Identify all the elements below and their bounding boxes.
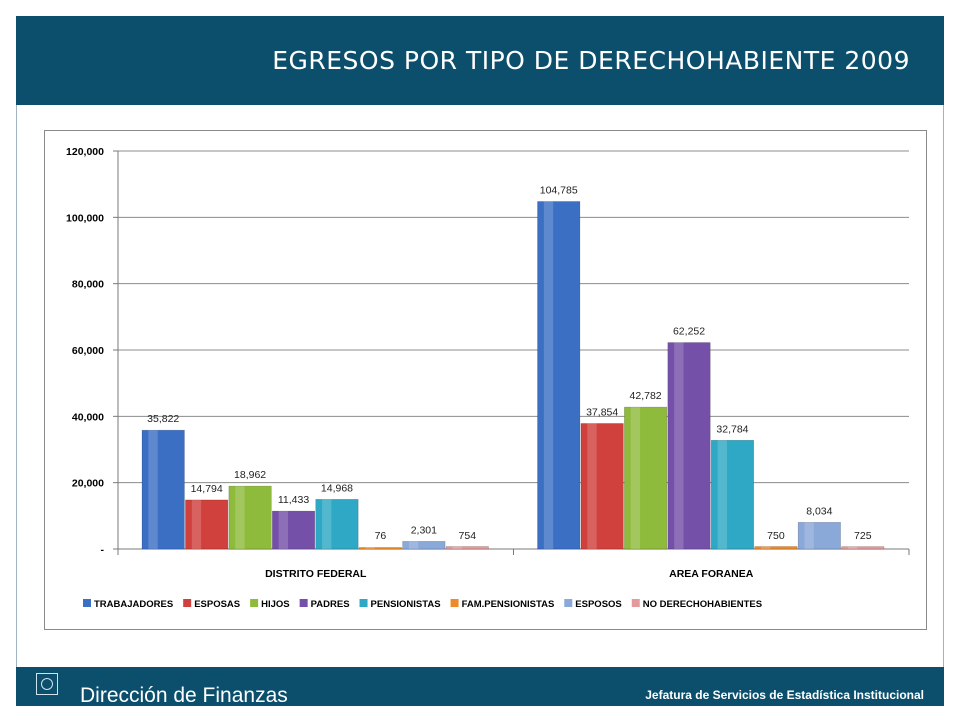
legend-label: NO DERECHOHABIENTES xyxy=(643,599,762,610)
institution-logo-icon xyxy=(36,673,58,695)
bar-highlight xyxy=(761,546,771,549)
legend-swatch xyxy=(250,599,259,607)
bar xyxy=(272,510,316,550)
legend-label: ESPOSOS xyxy=(575,599,621,610)
bar-highlight xyxy=(408,541,419,549)
y-tick-label: - xyxy=(101,544,105,556)
bar xyxy=(402,541,446,550)
data-label: 750 xyxy=(767,530,785,542)
legend-swatch xyxy=(359,599,368,607)
data-label: 32,784 xyxy=(716,423,748,435)
bar-highlight xyxy=(543,201,554,549)
y-tick-label: 120,000 xyxy=(66,146,104,158)
legend-swatch xyxy=(450,599,459,607)
bar xyxy=(710,439,754,550)
x-category-label: DISTRITO FEDERAL xyxy=(265,568,367,580)
bar xyxy=(185,499,229,550)
legend-swatch xyxy=(564,599,573,607)
data-label: 37,854 xyxy=(586,406,618,418)
legend-label: ESPOSAS xyxy=(194,599,240,610)
data-label: 18,962 xyxy=(234,469,266,481)
footer-department: Dirección de Finanzas xyxy=(80,684,288,707)
bar-highlight xyxy=(804,522,814,549)
bar xyxy=(754,546,798,550)
data-label: 754 xyxy=(459,530,477,542)
y-tick-label: 100,000 xyxy=(66,212,104,224)
bar xyxy=(580,423,624,550)
bar-highlight xyxy=(717,440,727,549)
data-label: 725 xyxy=(854,530,872,542)
footer-office: Jefatura de Servicios de Estadística Ins… xyxy=(645,688,924,702)
bar xyxy=(667,342,711,550)
bar xyxy=(141,429,185,550)
page-title: EGRESOS POR TIPO DE DERECHOHABIENTE 2009 xyxy=(272,46,910,75)
bar-highlight xyxy=(148,430,158,549)
x-category-label: AREA FORANEA xyxy=(669,568,754,580)
bar xyxy=(537,201,581,550)
bar-highlight xyxy=(322,499,332,549)
data-label: 42,782 xyxy=(630,390,662,402)
legend-swatch xyxy=(83,599,91,607)
bar xyxy=(841,546,885,550)
bar-highlight xyxy=(847,546,858,549)
legend-label: PADRES xyxy=(311,599,350,610)
data-label: 104,785 xyxy=(540,184,578,196)
bar-highlight xyxy=(452,546,462,549)
y-tick-label: 40,000 xyxy=(72,411,104,423)
y-tick-label: 60,000 xyxy=(72,345,104,357)
footer-band xyxy=(16,667,944,706)
bar xyxy=(445,546,489,550)
chart-container: - 20,000 40,000 60,000 80,000 100,000 120,000 D… xyxy=(44,130,927,630)
bar-highlight xyxy=(278,511,289,549)
title-band: EGRESOS POR TIPO DE DERECHOHABIENTE 2009 xyxy=(16,16,944,105)
data-label: 62,252 xyxy=(673,326,705,338)
bar-highlight xyxy=(365,547,375,549)
data-label: 11,433 xyxy=(278,494,309,506)
y-tick-label: 80,000 xyxy=(72,279,104,291)
bar-highlight xyxy=(587,423,597,549)
bar xyxy=(315,499,359,550)
legend-swatch xyxy=(183,599,192,607)
bar-highlight xyxy=(191,499,202,549)
bar xyxy=(358,547,402,550)
bar-highlight xyxy=(630,407,641,549)
legend-swatch xyxy=(299,599,308,607)
legend-label: HIJOS xyxy=(261,599,290,610)
slide-frame xyxy=(16,16,944,706)
y-tick-label: 20,000 xyxy=(72,478,104,490)
bar-highlight xyxy=(674,342,684,549)
data-label: 14,794 xyxy=(191,483,223,495)
legend-label: FAM.PENSIONISTAS xyxy=(462,599,555,610)
data-label: 8,034 xyxy=(806,505,832,517)
data-label: 35,822 xyxy=(147,413,179,425)
bar xyxy=(228,485,272,550)
data-label: 76 xyxy=(375,530,387,542)
bar-highlight xyxy=(235,486,245,549)
data-label: 2,301 xyxy=(411,524,437,536)
data-label: 14,968 xyxy=(321,482,353,494)
bar-chart: - 20,000 40,000 60,000 80,000 100,000 120,000 D… xyxy=(66,146,910,610)
legend-label: PENSIONISTAS xyxy=(371,599,441,610)
legend-swatch xyxy=(631,599,640,607)
legend-label: TRABAJADORES xyxy=(94,599,173,610)
bar xyxy=(797,522,841,550)
bar xyxy=(624,406,668,550)
